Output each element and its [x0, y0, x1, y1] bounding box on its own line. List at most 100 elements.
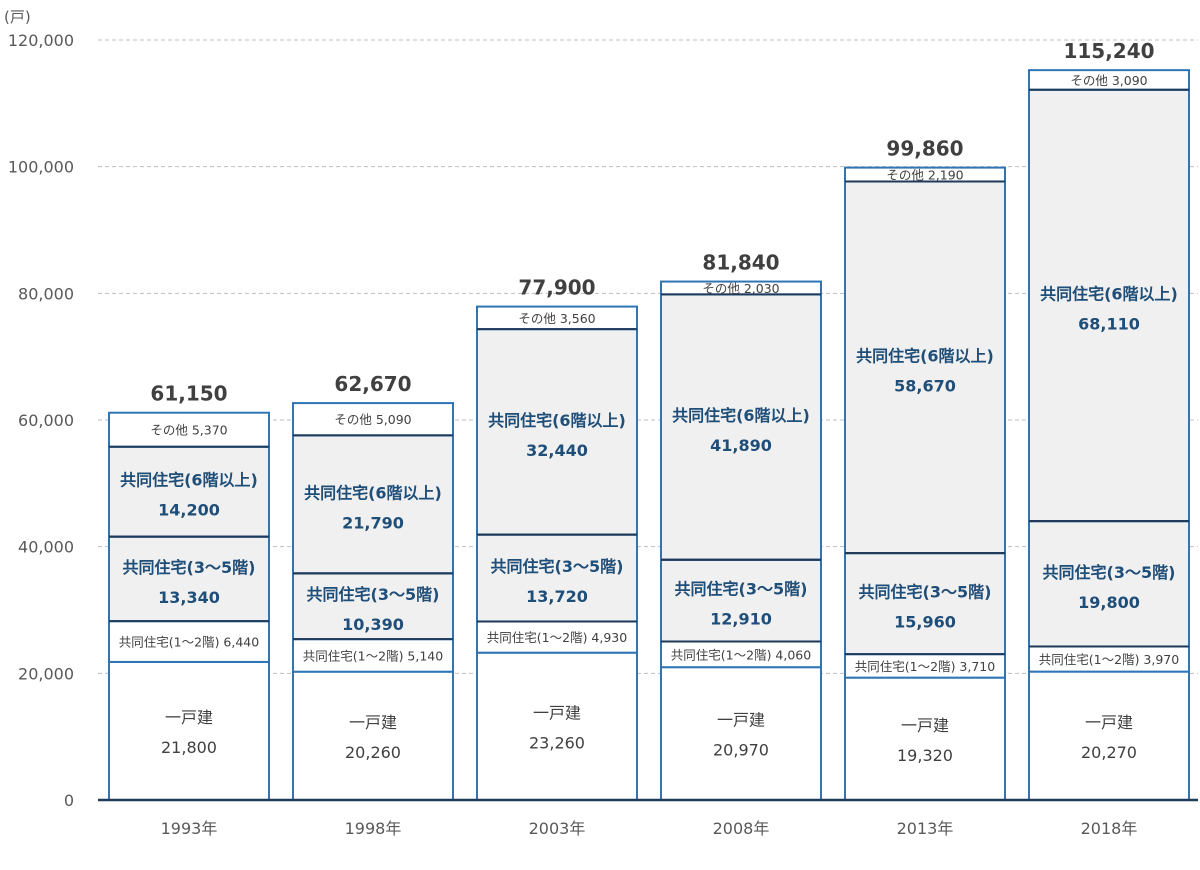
y-tick-label: 80,000 [18, 284, 74, 303]
y-tick-label: 0 [64, 791, 74, 810]
data-label: 41,890 [710, 436, 772, 455]
segment-series-label: 一戸建 [717, 711, 765, 730]
data-label: 10,390 [342, 615, 404, 634]
data-label: その他 3,560 [518, 311, 595, 326]
bar-segment [292, 434, 454, 575]
y-tick-label: 120,000 [8, 31, 74, 50]
data-label: 68,110 [1078, 314, 1140, 333]
data-label: 共同住宅(1～2階) 3,710 [855, 659, 995, 674]
segment-series-label: 一戸建 [1085, 713, 1133, 732]
segment-series-label: 共同住宅(3～5階) [491, 557, 624, 576]
bar-segment [108, 445, 270, 538]
bar-segment [844, 180, 1006, 555]
data-label: 共同住宅(1～2階) 5,140 [303, 648, 443, 663]
y-axis-unit-label: (戸) [4, 8, 31, 26]
segment-series-label: 共同住宅(3～5階) [123, 558, 256, 577]
segment-series-label: 共同住宅(3～5階) [859, 583, 992, 602]
bar-segment [108, 535, 270, 623]
total-label: 62,670 [334, 372, 411, 396]
segment-series-label: 共同住宅(3～5階) [1043, 563, 1176, 582]
total-label: 115,240 [1063, 39, 1154, 63]
bar-group: 一戸建 20,260 共同住宅(1～2階) 5,140 共同住宅(3～5階) 10,39… [292, 372, 454, 801]
data-label: 21,800 [161, 738, 217, 757]
data-label: 12,910 [710, 610, 772, 629]
bar-group: 一戸建 21,800 共同住宅(1～2階) 6,440 共同住宅(3～5階) 13,34… [108, 382, 270, 802]
data-label: 23,260 [529, 733, 585, 752]
y-axis-ticks: 0 20,000 40,000 60,000 80,000 100,000 120,000 [8, 31, 74, 810]
x-tick-label: 2003年 [529, 819, 586, 838]
segment-series-label: 一戸建 [533, 703, 581, 722]
segment-series-label: 共同住宅(3～5階) [675, 580, 808, 599]
bar-segment [844, 552, 1006, 656]
gridlines [98, 39, 1198, 674]
bar-segment [292, 638, 454, 673]
total-label: 61,150 [150, 382, 227, 406]
data-label: その他 2,030 [702, 281, 779, 296]
data-label: 21,790 [342, 513, 404, 532]
x-tick-label: 2008年 [713, 819, 770, 838]
segment-series-label: 一戸建 [165, 708, 213, 727]
y-tick-label: 40,000 [18, 538, 74, 557]
x-tick-label: 1993年 [161, 819, 218, 838]
data-label: 13,340 [158, 588, 220, 607]
bars: 一戸建 21,800 共同住宅(1～2階) 6,440 共同住宅(3～5階) 13,34… [108, 39, 1190, 802]
segment-series-label: 共同住宅(3～5階) [307, 585, 440, 604]
bar-segment [844, 676, 1006, 802]
bar-group: 一戸建 20,270 共同住宅(1～2階) 3,970 共同住宅(3～5階) 19,80… [1028, 39, 1190, 802]
x-tick-label: 2013年 [897, 819, 954, 838]
x-tick-label: 1998年 [345, 819, 402, 838]
data-label: 58,670 [894, 376, 956, 395]
data-label: 20,970 [713, 741, 769, 760]
data-label: その他 5,370 [150, 423, 227, 438]
data-label: 共同住宅(1～2階) 6,440 [119, 635, 259, 650]
data-label: 共同住宅(1～2階) 4,060 [671, 647, 811, 662]
data-label: その他 2,190 [886, 168, 963, 183]
bar-segment [1028, 88, 1190, 523]
bar-segment [476, 620, 638, 654]
bar-segment [1028, 670, 1190, 802]
data-label: 共同住宅(1～2階) 3,970 [1039, 652, 1179, 667]
bar-group: 一戸建 19,320 共同住宅(1～2階) 3,710 共同住宅(3～5階) 15,96… [844, 137, 1006, 802]
y-tick-label: 60,000 [18, 411, 74, 430]
segment-series-label: 共同住宅(6階以上) [856, 346, 994, 365]
bar-segment [476, 533, 638, 623]
x-axis-labels: 1993年 1998年 2003年 2008年 2013年 2018年 [161, 819, 1138, 838]
total-label: 81,840 [702, 251, 779, 275]
x-tick-label: 2018年 [1081, 819, 1138, 838]
segment-series-label: 共同住宅(6階以上) [672, 406, 810, 425]
bar-segment [660, 293, 822, 561]
data-label: 共同住宅(1～2階) 4,930 [487, 630, 627, 645]
bar-group: 一戸建 23,260 共同住宅(1～2階) 4,930 共同住宅(3～5階) 13,72… [476, 276, 638, 801]
y-tick-label: 100,000 [8, 158, 74, 177]
data-label: その他 3,090 [1070, 73, 1147, 88]
bar-segment [108, 660, 270, 802]
data-label: 13,720 [526, 587, 588, 606]
y-tick-label: 20,000 [18, 664, 74, 683]
total-label: 99,860 [886, 137, 963, 161]
bar-group: 一戸建 20,970 共同住宅(1～2階) 4,060 共同住宅(3～5階) 12,91… [660, 251, 822, 801]
data-label: 19,320 [897, 746, 953, 765]
data-label: 32,440 [526, 441, 588, 460]
bar-segment [1028, 520, 1190, 648]
bar-segment [660, 558, 822, 643]
bar-segment [660, 666, 822, 801]
data-label: その他 5,090 [334, 412, 411, 427]
data-label: 19,800 [1078, 593, 1140, 612]
bar-segment [292, 670, 454, 801]
bar-segment [476, 328, 638, 536]
segment-series-label: 共同住宅(6階以上) [120, 471, 258, 490]
segment-series-label: 共同住宅(6階以上) [1040, 284, 1178, 303]
data-label: 20,270 [1081, 743, 1137, 762]
bar-segment [660, 640, 822, 669]
data-label: 15,960 [894, 613, 956, 632]
bar-segment [108, 620, 270, 663]
segment-series-label: 共同住宅(6階以上) [488, 411, 626, 430]
segment-series-label: 共同住宅(6階以上) [304, 483, 442, 502]
segment-series-label: 一戸建 [349, 713, 397, 732]
data-label: 14,200 [158, 501, 220, 520]
bar-segment [476, 651, 638, 801]
total-label: 77,900 [518, 276, 595, 300]
segment-series-label: 一戸建 [901, 716, 949, 735]
data-label: 20,260 [345, 743, 401, 762]
